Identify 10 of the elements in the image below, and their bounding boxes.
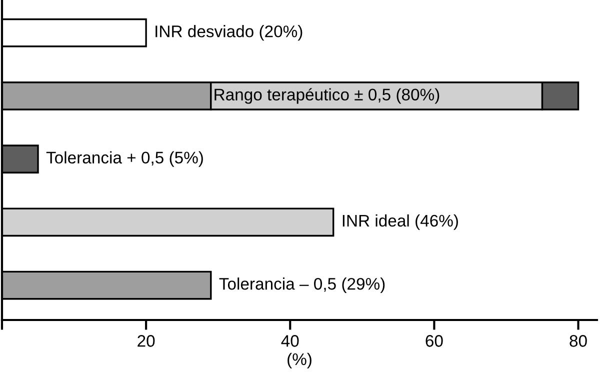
x-tick-label: 60 [426,335,443,347]
x-tick-label: 80 [570,335,587,347]
y-tick-label: Rango terapéutico ± 0,5 (80%) [214,88,440,104]
y-tick-label: Tolerancia – 0,5 (29%) [219,278,385,294]
y-tick-label: INR ideal (46%) [342,214,458,230]
y-tick-label: INR desviado (20%) [156,25,302,41]
x-tick-label: 20 [138,335,155,347]
x-tick-label: 40 [281,335,299,347]
x-axis-title: (%) [288,352,312,368]
y-tick-label: Tolerancia + 0,5 (5%) [46,151,203,167]
